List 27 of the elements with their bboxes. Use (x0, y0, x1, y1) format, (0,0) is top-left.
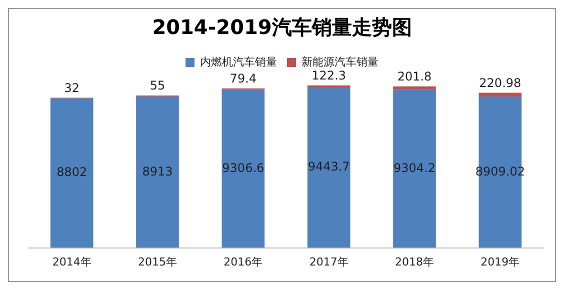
bar (478, 92, 522, 97)
bar (136, 96, 179, 248)
bar (393, 90, 436, 248)
x-tick-label: 2019年 (480, 255, 520, 268)
data-label: 122.3 (312, 68, 346, 82)
data-label: 220.98 (479, 76, 522, 90)
data-label: 201.8 (397, 70, 432, 84)
bar (50, 98, 94, 248)
x-tick-label: 2016年 (224, 255, 263, 268)
data-label: 9443.7 (308, 160, 350, 174)
data-label: 9304.2 (394, 160, 436, 175)
x-tick-label: 2015年 (138, 255, 177, 268)
data-label: 9306.6 (222, 160, 264, 175)
bar (307, 87, 350, 248)
x-tick-label: 2017年 (309, 255, 348, 268)
bar (393, 86, 436, 90)
legend-label: 新能源汽车销量 (302, 55, 378, 68)
x-tick-label: 2018年 (395, 255, 434, 268)
data-label: 8913 (142, 164, 173, 178)
data-label: 79.4 (230, 72, 257, 86)
chart-title: 2014-2019汽车销量走势图 (152, 15, 412, 40)
bar (222, 90, 265, 248)
data-label: 32 (64, 80, 80, 95)
data-label: 8802 (56, 165, 88, 180)
legend-label: 内燃机汽车销量 (200, 55, 277, 68)
data-label: 55 (150, 78, 166, 93)
x-tick-label: 2014年 (52, 255, 92, 268)
